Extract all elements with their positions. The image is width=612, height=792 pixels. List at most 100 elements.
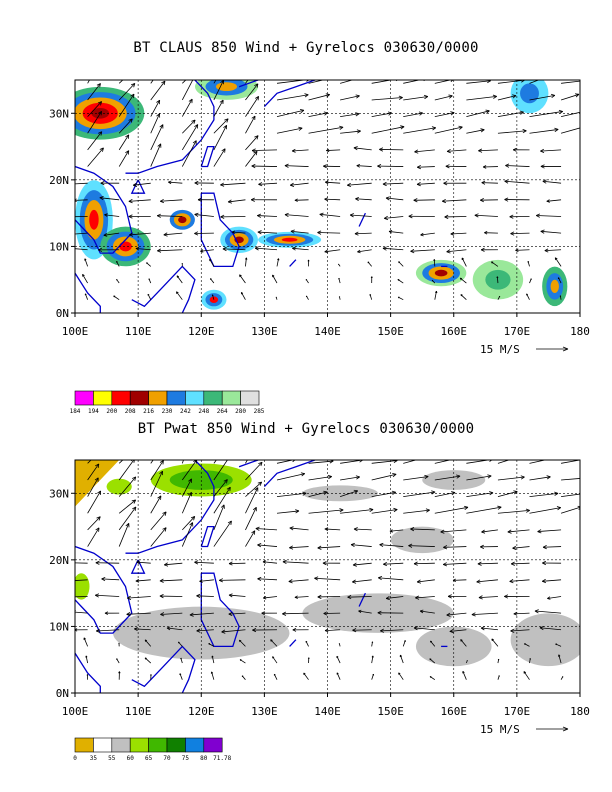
wind-vector-head	[339, 508, 344, 513]
field-blob	[119, 241, 132, 252]
field-blob	[281, 237, 298, 242]
vector-reference-label: 15 M/S	[480, 343, 520, 356]
wind-vector	[87, 477, 99, 497]
x-tick-label: 180	[570, 705, 590, 718]
wind-vector-head	[385, 196, 390, 201]
wind-vector-head	[166, 626, 171, 631]
wind-vector-head	[459, 277, 463, 280]
wind-vector	[317, 232, 341, 234]
wind-vector	[289, 527, 309, 531]
wind-vector	[144, 657, 152, 664]
wind-vector-head	[478, 148, 483, 153]
wind-vector	[497, 80, 525, 84]
wind-vector-head	[84, 293, 87, 296]
wind-vector-head	[130, 93, 135, 99]
wind-vector	[95, 594, 120, 597]
wind-vector-head	[162, 511, 167, 516]
wind-vector	[150, 527, 167, 547]
wind-vector-head	[85, 655, 88, 658]
wind-vector-head	[443, 181, 448, 186]
wind-vector	[258, 182, 278, 185]
wind-vector	[181, 98, 193, 117]
wind-vector	[336, 655, 341, 664]
wind-vector	[371, 126, 405, 134]
wind-vector-head	[159, 470, 164, 476]
wind-vector-head	[413, 626, 418, 631]
wind-vector	[232, 231, 246, 234]
wind-vector-head	[239, 659, 242, 661]
wind-vector	[357, 249, 372, 253]
wind-vector-head	[525, 508, 530, 513]
wind-vector-head	[96, 516, 101, 521]
wind-vector-head	[425, 508, 430, 513]
wind-vector-head	[156, 113, 161, 118]
wind-vector	[213, 460, 228, 481]
wind-vector-head	[254, 135, 259, 140]
wind-vector-head	[586, 79, 590, 82]
wind-vector	[308, 460, 334, 464]
wind-vector-head	[504, 594, 509, 599]
wind-vector-head	[461, 257, 465, 261]
wind-vector-head	[354, 231, 359, 236]
wind-vector	[371, 655, 374, 664]
wind-vector	[515, 249, 530, 251]
colorbar-swatch	[129, 737, 149, 753]
wind-vector-head	[194, 560, 199, 565]
wind-vector	[213, 460, 217, 464]
wind-vector-head	[128, 199, 133, 204]
field-blob	[75, 573, 90, 600]
wind-vector	[133, 182, 151, 186]
wind-vector-head	[355, 197, 359, 201]
wind-vector-head	[282, 559, 287, 565]
wind-vector	[182, 80, 187, 84]
wind-vector	[414, 562, 435, 565]
wind-vector-head	[323, 490, 328, 495]
x-tick-label: 100E	[62, 705, 89, 718]
wind-vector-head	[397, 296, 400, 299]
wind-vector-head	[227, 456, 230, 460]
wind-vector	[104, 214, 120, 217]
wind-vector	[245, 83, 259, 101]
wind-vector-head	[491, 261, 494, 264]
wind-vector-head	[440, 529, 445, 534]
field-blob	[89, 209, 99, 230]
wind-vector	[371, 473, 397, 481]
wind-vector	[555, 643, 562, 647]
coastline	[289, 259, 297, 267]
wind-vector-head	[96, 83, 101, 88]
field-blob	[510, 613, 580, 667]
wind-vector-head	[196, 628, 201, 633]
wind-vector-head	[144, 639, 148, 642]
wind-vector-head	[358, 609, 362, 614]
wind-vector-head	[101, 576, 106, 582]
wind-vector	[529, 492, 559, 498]
field-blob	[209, 296, 219, 303]
wind-vector	[189, 612, 214, 616]
wind-vector-head	[327, 474, 332, 480]
wind-vector	[255, 528, 278, 531]
wind-vector-head	[317, 594, 322, 599]
wind-vector	[350, 214, 372, 217]
wind-vector-head	[75, 628, 78, 632]
wind-vector	[325, 629, 341, 632]
wind-vector	[118, 460, 135, 481]
wind-vector-head	[251, 115, 256, 121]
wind-vector	[239, 659, 246, 664]
wind-vector-head	[64, 579, 68, 582]
wind-vector-head	[561, 676, 564, 678]
wind-vector	[417, 182, 435, 185]
wind-vector	[262, 561, 278, 564]
wind-vector	[211, 655, 215, 664]
wind-vector-head	[356, 129, 361, 134]
wind-vector	[403, 509, 430, 514]
wind-vector-head	[188, 438, 191, 442]
x-tick-label: 160E	[441, 705, 468, 718]
wind-vector-head	[505, 163, 510, 168]
wind-vector-head	[97, 490, 102, 495]
wind-vector-head	[446, 249, 451, 254]
wind-vector-head	[477, 561, 482, 566]
wind-vector-head	[347, 594, 352, 600]
colorbar-label: 216	[143, 408, 154, 415]
wind-vector	[529, 129, 559, 134]
wind-vector-head	[135, 246, 140, 251]
